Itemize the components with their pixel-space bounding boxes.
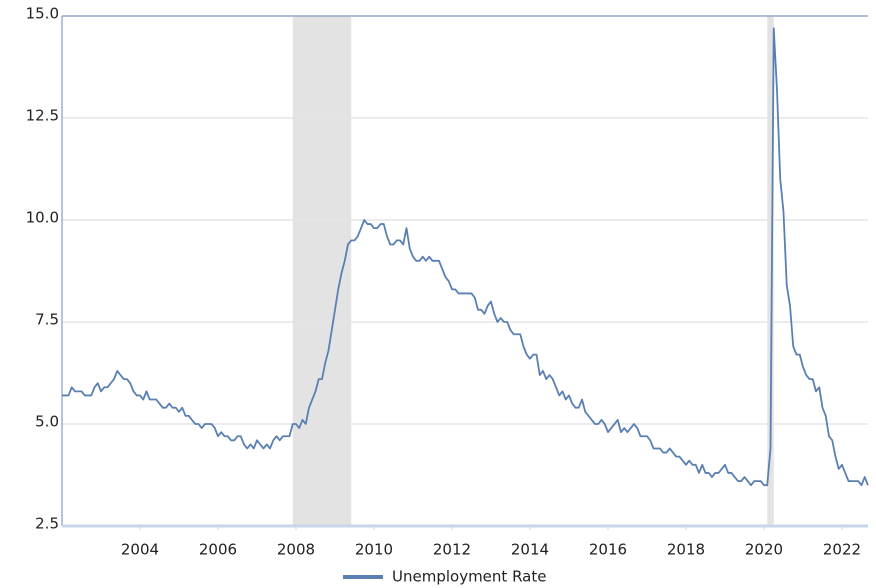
recession-band — [767, 16, 774, 526]
x-tick-label: 2022 — [823, 541, 861, 559]
y-tick-label: 15.0 — [26, 5, 59, 23]
y-tick-label: 12.5 — [26, 107, 59, 125]
y-tick-label: 10.0 — [26, 209, 59, 227]
series-line — [62, 27, 869, 487]
x-tick-label: 2006 — [199, 541, 237, 559]
x-tick-label: 2004 — [121, 541, 159, 559]
x-tick-label: 2008 — [277, 541, 315, 559]
y-tick-label: 2.5 — [35, 515, 59, 533]
y-tick-label: 5.0 — [35, 413, 59, 431]
x-tick-label: 2016 — [589, 541, 627, 559]
x-tick-label: 2010 — [355, 541, 393, 559]
x-tick-label: 2014 — [511, 541, 549, 559]
legend-label: Unemployment Rate — [392, 568, 546, 586]
y-tick-label: 7.5 — [35, 311, 59, 329]
x-tick-label: 2012 — [433, 541, 471, 559]
x-tick-label: 2018 — [667, 541, 705, 559]
x-tick-label: 2020 — [745, 541, 783, 559]
